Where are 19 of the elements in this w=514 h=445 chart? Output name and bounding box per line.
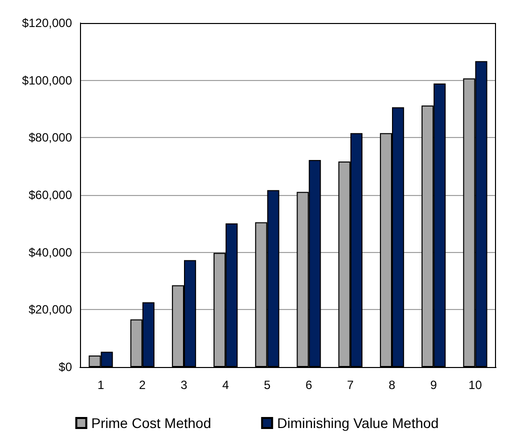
x-tick-label: 2 bbox=[139, 378, 146, 392]
y-tick-label: $60,000 bbox=[28, 188, 72, 202]
x-tick-label: 8 bbox=[388, 378, 396, 392]
y-tick-label: $80,000 bbox=[28, 130, 72, 145]
x-tick-label: 4 bbox=[222, 378, 230, 392]
x-tick-label: 6 bbox=[305, 378, 312, 392]
y-tick-label: $0 bbox=[58, 360, 72, 374]
y-tick-label: $20,000 bbox=[28, 302, 72, 317]
x-tick-label: 3 bbox=[180, 378, 188, 392]
x-tick-label: 5 bbox=[264, 378, 271, 392]
x-tick-label: 7 bbox=[347, 378, 354, 392]
x-tick-label: 1 bbox=[97, 378, 104, 392]
x-tick-label: 9 bbox=[430, 378, 438, 392]
x-tick-label: 10 bbox=[468, 378, 482, 392]
y-tick-label: $120,000 bbox=[22, 16, 72, 30]
y-tick-label: $100,000 bbox=[22, 73, 72, 88]
y-tick-label: $40,000 bbox=[28, 245, 72, 260]
legend-label: Diminishing Value Method bbox=[277, 415, 439, 431]
legend-label: Prime Cost Method bbox=[91, 415, 212, 431]
